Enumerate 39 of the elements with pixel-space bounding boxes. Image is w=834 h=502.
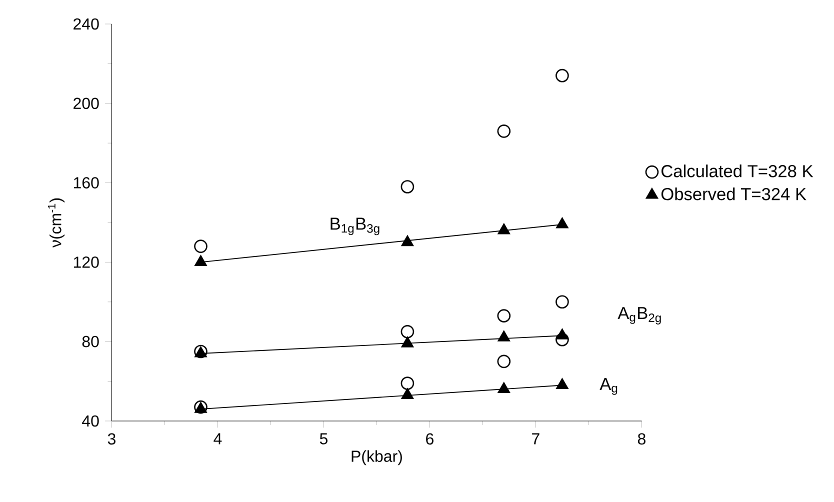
point	[194, 255, 207, 266]
legend-label: Calculated T=328 K	[662, 164, 814, 178]
y-tick-label: 200	[74, 98, 99, 110]
annotation: B$_{1g}$B$_{3g}$	[330, 218, 380, 236]
point	[556, 217, 568, 228]
point	[400, 324, 414, 338]
point	[556, 295, 569, 309]
point	[498, 330, 510, 342]
x-axis-title: P(kbar)	[352, 450, 402, 466]
x-tick-label: 5	[320, 433, 328, 444]
point	[497, 309, 511, 322]
point	[556, 332, 569, 346]
x-tick-label: 4	[214, 433, 222, 444]
point	[400, 180, 414, 194]
legend-label: Observed T=324 K	[661, 188, 806, 200]
y-tick-label: 40	[82, 415, 99, 427]
annotation: A$_{g}$	[600, 378, 618, 395]
y-axis-title: ν(cm$^{-1}$)	[48, 198, 64, 248]
y-tick-label: 160	[74, 177, 99, 188]
point	[194, 240, 208, 253]
point	[401, 235, 414, 246]
x-tick-label: 7	[532, 433, 540, 444]
point	[498, 382, 510, 394]
y-tick-label: 240	[74, 18, 99, 30]
point	[556, 68, 569, 82]
point	[497, 124, 511, 138]
point	[497, 354, 511, 368]
point	[556, 328, 568, 340]
x-tick-label: 8	[638, 433, 646, 445]
x-tick-label: 3	[108, 433, 116, 445]
point	[400, 376, 414, 390]
annotation: A$_{g}$B$_{2g}$	[618, 307, 661, 324]
y-tick-label: 80	[82, 336, 99, 348]
point	[498, 223, 510, 234]
point	[401, 336, 414, 348]
x-tick-label: 6	[426, 433, 434, 445]
y-tick-label: 120	[74, 256, 99, 268]
point	[556, 378, 568, 390]
point	[401, 388, 414, 399]
